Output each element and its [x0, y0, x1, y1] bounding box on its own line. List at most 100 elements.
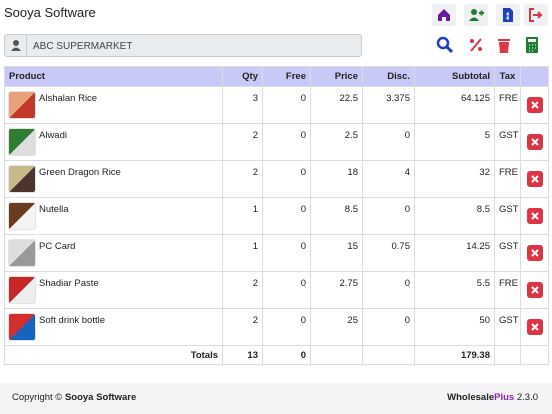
- cell: 14.25: [414, 234, 495, 272]
- totals-qty: 13: [222, 345, 263, 365]
- home-button[interactable]: [432, 4, 456, 26]
- discount-button[interactable]: [468, 36, 484, 59]
- delete-button[interactable]: [526, 97, 543, 113]
- product-name: Alshalan Rice: [4, 86, 223, 124]
- product-image: [8, 276, 36, 304]
- cell: 22.5: [310, 86, 363, 124]
- delete-button[interactable]: [526, 319, 543, 335]
- cell: 2: [222, 123, 263, 161]
- company: Sooya Software: [64, 392, 137, 403]
- cell: GST: [494, 234, 521, 272]
- cell: 25: [310, 308, 363, 346]
- cell: 0.75: [362, 234, 415, 272]
- cell: [520, 234, 549, 272]
- cell: GST: [494, 197, 521, 235]
- totals-label: Totals: [4, 345, 223, 365]
- product-name: Shadiar Paste: [4, 271, 223, 309]
- column-header: Product: [4, 66, 223, 87]
- item-row: Nutella 1 0 8.5 0 8.5 GST: [4, 197, 549, 235]
- column-header: Free: [262, 66, 311, 87]
- cell: 1: [222, 234, 263, 272]
- item-row: Shadiar Paste 2 0 2.75 0 5.5 FRE: [4, 271, 549, 309]
- empty-cell: [362, 345, 415, 365]
- cell: [520, 123, 549, 161]
- cell: 5.5: [414, 271, 495, 309]
- empty-cell: [494, 345, 521, 365]
- cell: 15: [310, 234, 363, 272]
- item-row: Green Dragon Rice 2 0 18 4 32 FRE: [4, 160, 549, 198]
- totals-subtotal: 179.38: [414, 345, 495, 365]
- item-row: PC Card 1 0 15 0.75 14.25 GST: [4, 234, 549, 272]
- cell: 32: [414, 160, 495, 198]
- cell: 0: [362, 308, 415, 346]
- logout-button[interactable]: [524, 4, 548, 26]
- column-header: Tax: [494, 66, 521, 87]
- product-image: [8, 165, 36, 193]
- delete-button[interactable]: [526, 134, 543, 150]
- clear-button[interactable]: [496, 36, 512, 59]
- calculator-button[interactable]: [524, 36, 540, 59]
- column-header: Disc.: [362, 66, 415, 87]
- cell: 0: [362, 123, 415, 161]
- cell: 2: [222, 271, 263, 309]
- cell: 2: [222, 160, 263, 198]
- cell: 4: [362, 160, 415, 198]
- cell: 0: [362, 197, 415, 235]
- search-button[interactable]: [436, 36, 454, 59]
- cell: 2.75: [310, 271, 363, 309]
- column-header: [520, 66, 549, 87]
- cell: 0: [262, 197, 311, 235]
- header-row: Product Qty Free Price Disc. Subtotal Tax: [4, 66, 549, 87]
- cell: FRE: [494, 160, 521, 198]
- cell: 50: [414, 308, 495, 346]
- product-name: Soft drink bottle: [4, 308, 223, 346]
- delete-button[interactable]: [526, 208, 543, 224]
- column-header: Subtotal: [414, 66, 495, 87]
- cell: [520, 197, 549, 235]
- cell: 0: [262, 86, 311, 124]
- totals-free: 0: [262, 345, 311, 365]
- cell: [520, 160, 549, 198]
- invoice-button[interactable]: [496, 4, 520, 26]
- cell: [520, 86, 549, 124]
- product-image: [8, 202, 36, 230]
- customer-input[interactable]: ABC SUPERMARKET: [4, 34, 362, 57]
- cell: GST: [494, 123, 521, 161]
- empty-cell: [520, 345, 549, 365]
- item-row: Alshalan Rice 3 0 22.5 3.375 64.125 FRE: [4, 86, 549, 124]
- app-title: Sooya Software: [4, 5, 96, 20]
- cell: 18: [310, 160, 363, 198]
- cell: [520, 271, 549, 309]
- product-name: Green Dragon Rice: [4, 160, 223, 198]
- user-icon: [5, 35, 27, 56]
- cell: 0: [362, 271, 415, 309]
- column-header: Qty: [222, 66, 263, 87]
- delete-button[interactable]: [526, 282, 543, 298]
- item-row: Soft drink bottle 2 0 25 0 50 GST: [4, 308, 549, 346]
- cell: 1: [222, 197, 263, 235]
- cell: 5: [414, 123, 495, 161]
- order-table: Product Qty Free Price Disc. Subtotal Tax Alsh…: [4, 66, 549, 365]
- cell: 0: [262, 271, 311, 309]
- cell: 8.5: [310, 197, 363, 235]
- delete-button[interactable]: [526, 245, 543, 261]
- product-image: [8, 239, 36, 267]
- copyright: Copyright ©: [12, 392, 63, 403]
- cell: 64.125: [414, 86, 495, 124]
- cell: 8.5: [414, 197, 495, 235]
- cell: 0: [262, 160, 311, 198]
- cell: [520, 308, 549, 346]
- cell: 2.5: [310, 123, 363, 161]
- product-image: [8, 91, 36, 119]
- product-image: [8, 128, 36, 156]
- cell: 0: [262, 234, 311, 272]
- cell: 3: [222, 86, 263, 124]
- footer: Copyright © Sooya Software WholesalePlus…: [0, 383, 552, 414]
- product-name: Nutella: [4, 197, 223, 235]
- add-customer-button[interactable]: [464, 4, 488, 26]
- cell: 2: [222, 308, 263, 346]
- delete-button[interactable]: [526, 171, 543, 187]
- column-header: Price: [310, 66, 363, 87]
- cell: GST: [494, 308, 521, 346]
- totals-row: Totals 13 0 179.38: [4, 345, 549, 365]
